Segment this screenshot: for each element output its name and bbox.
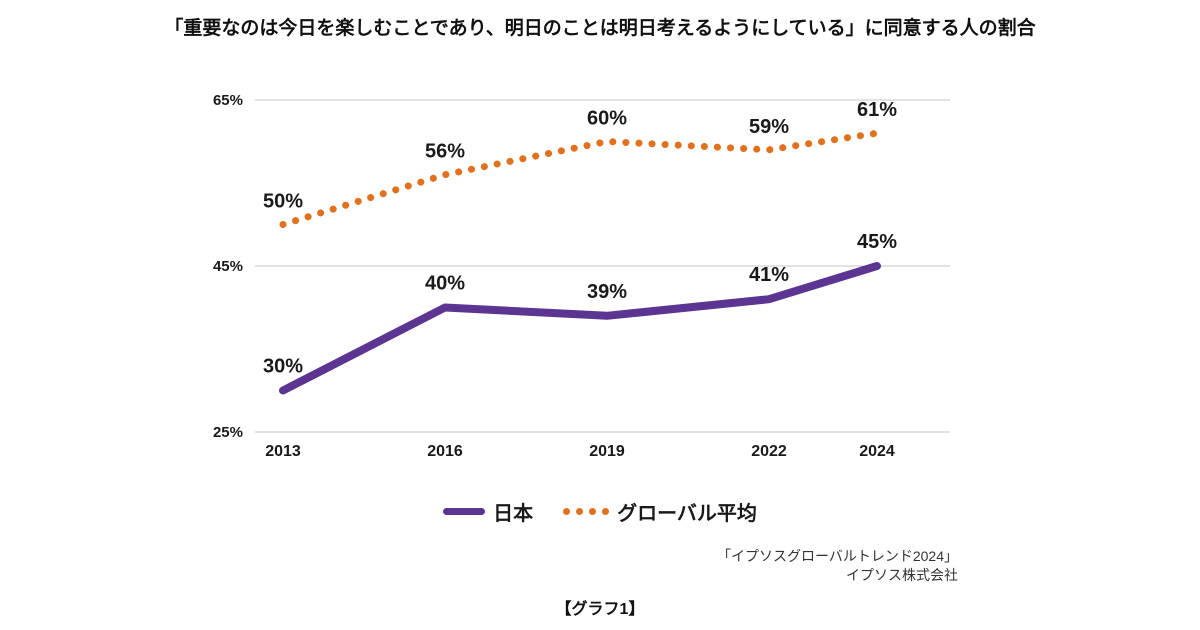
global-dots-swatch	[563, 508, 610, 515]
y-axis-tick-label: 25%	[213, 424, 243, 441]
x-axis-tick-label: 2019	[589, 443, 625, 460]
data-label: 59%	[749, 116, 789, 138]
data-label: 61%	[857, 99, 897, 121]
data-label: 40%	[425, 273, 465, 295]
japan-line	[279, 262, 881, 395]
data-label: 60%	[587, 108, 627, 130]
x-axis-tick-label: 2013	[265, 443, 301, 460]
x-axis-tick-label: 2022	[751, 443, 787, 460]
global-average-line	[279, 129, 881, 228]
y-axis-tick-label: 65%	[213, 92, 243, 109]
japan-line-swatch	[443, 508, 486, 515]
data-label: 56%	[425, 141, 465, 163]
data-label: 41%	[749, 264, 789, 286]
legend-label-global: グローバル平均	[617, 503, 757, 525]
data-label: 39%	[587, 281, 627, 303]
data-label: 30%	[263, 356, 303, 378]
chart-legend: 日本 グローバル平均	[0, 497, 1200, 526]
x-axis-tick-label: 2016	[427, 443, 463, 460]
legend-item-global: グローバル平均	[563, 497, 757, 526]
source-line-1: 「イプソスグローバルトレンド2024」	[716, 548, 958, 564]
legend-item-japan: 日本	[443, 497, 533, 526]
data-label: 50%	[263, 191, 303, 213]
data-label: 45%	[857, 231, 897, 253]
source-line-2: イプソス株式会社	[846, 567, 958, 584]
chart-title: 「重要なのは今日を楽しむことであり、明日のことは明日考えるようにしている」に同意…	[164, 18, 1036, 39]
line-chart: 25% 45% 65% 2013 2016 2019 2022 2024 30% 40% 39% 41…	[213, 92, 950, 460]
y-axis-tick-label: 45%	[213, 258, 243, 275]
figure-caption: 【グラフ1】	[555, 601, 645, 618]
x-axis-tick-label: 2024	[859, 443, 895, 460]
legend-label-japan: 日本	[493, 503, 534, 525]
source-credit: 「イプソスグローバルトレンド2024」 イプソス株式会社	[717, 547, 958, 586]
